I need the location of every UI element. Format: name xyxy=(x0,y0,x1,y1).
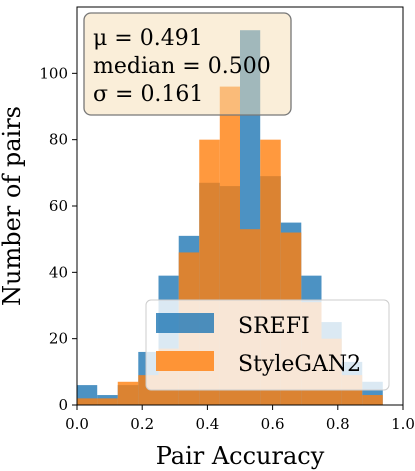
stats-mean-text: μ = 0.491 xyxy=(93,26,203,51)
stats-annotation-box xyxy=(83,12,292,116)
x-tick-label: 0.8 xyxy=(326,415,350,433)
y-tick-label: 60 xyxy=(49,197,68,215)
bar-stylegan2-14 xyxy=(362,395,383,405)
bar-stylegan2-1 xyxy=(97,398,118,405)
legend: SREFI StyleGAN2 xyxy=(145,299,390,391)
x-tick-label: 0.6 xyxy=(261,415,285,433)
legend-swatch-srefi xyxy=(156,313,214,333)
y-tick-label: 0 xyxy=(58,396,68,414)
x-tick-label: 1.0 xyxy=(391,415,415,433)
y-tick-label: 100 xyxy=(39,64,68,82)
legend-label-stylegan2: StyleGAN2 xyxy=(238,352,361,377)
y-tick-label: 80 xyxy=(49,131,68,149)
stats-std-text: σ = 0.161 xyxy=(93,82,203,107)
y-axis-label: Number of pairs xyxy=(0,106,26,306)
stats-annotation: μ = 0.491 median = 0.500 σ = 0.161 xyxy=(83,12,292,116)
y-tick-label: 20 xyxy=(49,330,68,348)
x-tick-label: 0.0 xyxy=(65,415,89,433)
bar-stylegan2-0 xyxy=(77,398,98,405)
stats-median-text: median = 0.500 xyxy=(93,54,271,79)
y-tick-label: 40 xyxy=(49,263,68,281)
x-tick-label: 0.2 xyxy=(130,415,154,433)
bar-stylegan2-2 xyxy=(117,381,139,405)
ticks-layer: 0.0 0.2 0.4 0.6 0.8 1.0 0 20 40 60 80 100 xyxy=(39,64,415,433)
x-tick-label: 0.4 xyxy=(195,415,219,433)
legend-label-srefi: SREFI xyxy=(238,314,310,339)
x-axis-label: Pair Accuracy xyxy=(156,442,325,470)
legend-swatch-stylegan2 xyxy=(156,351,214,371)
